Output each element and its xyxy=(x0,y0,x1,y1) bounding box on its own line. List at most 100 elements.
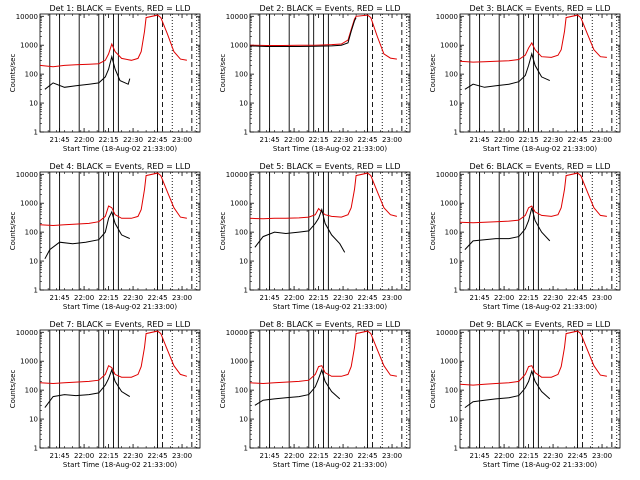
lld-series-line xyxy=(460,172,607,224)
x-tick-label: 22:45 xyxy=(567,136,587,144)
y-tick-label: 100 xyxy=(235,71,248,79)
y-tick-label: 10000 xyxy=(16,329,38,337)
y-tick-label: 10 xyxy=(449,416,458,424)
lld-series-line xyxy=(460,330,607,386)
plot-frame xyxy=(459,329,621,449)
y-tick-label: 10000 xyxy=(226,171,248,179)
panel-det-8: Det 8: BLACK = Events, RED = LLD 1 10 100 10… xyxy=(219,320,411,469)
y-tick-label: 1000 xyxy=(20,358,38,366)
y-tick-label: 10 xyxy=(29,258,38,266)
panel-det-1: Det 1: BLACK = Events, RED = LLD 1 10 100 10… xyxy=(9,4,201,153)
x-tick-label: 22:15 xyxy=(308,294,328,302)
panel-det-5: Det 5: BLACK = Events, RED = LLD 1 10 100 10… xyxy=(219,162,411,311)
y-tick-label: 1 xyxy=(34,287,38,295)
y-tick-label: 10000 xyxy=(16,13,38,21)
panel-title: Det 6: BLACK = Events, RED = LLD xyxy=(470,162,611,171)
y-tick-label: 1000 xyxy=(230,42,248,50)
y-tick-label: 1 xyxy=(244,129,248,137)
y-tick-label: 1000 xyxy=(440,200,458,208)
x-tick-label: 22:45 xyxy=(357,136,377,144)
panel-title: Det 3: BLACK = Events, RED = LLD xyxy=(470,4,611,13)
panel-title: Det 9: BLACK = Events, RED = LLD xyxy=(470,320,611,329)
y-tick-label: 10 xyxy=(239,258,248,266)
y-axis-label: Counts/sec xyxy=(9,370,17,409)
x-tick-label: 22:00 xyxy=(74,294,94,302)
y-tick-label: 1 xyxy=(34,445,38,453)
x-tick-label: 22:15 xyxy=(98,294,118,302)
x-tick-label: 23:00 xyxy=(172,136,192,144)
x-axis-label: Start Time (18-Aug-02 21:33:00) xyxy=(63,461,177,469)
events-series-line xyxy=(254,368,341,406)
y-tick-label: 1000 xyxy=(440,42,458,50)
y-tick-label: 100 xyxy=(25,71,38,79)
events-series-line xyxy=(250,17,357,47)
x-axis-label: Start Time (18-Aug-02 21:33:00) xyxy=(63,145,177,153)
y-tick-label: 1 xyxy=(244,445,248,453)
panel-det-7: Det 7: BLACK = Events, RED = LLD 1 10 100 10… xyxy=(9,320,201,469)
x-tick-label: 21:45 xyxy=(49,136,69,144)
plot-frame xyxy=(39,329,201,449)
x-tick-label: 22:15 xyxy=(518,452,538,460)
y-tick-label: 10000 xyxy=(436,329,458,337)
x-tick-label: 22:30 xyxy=(543,136,563,144)
plot-frame xyxy=(39,13,201,133)
x-tick-label: 21:45 xyxy=(259,294,279,302)
y-tick-label: 1 xyxy=(454,129,458,137)
y-tick-label: 100 xyxy=(235,229,248,237)
panel-det-3: Det 3: BLACK = Events, RED = LLD 1 10 100 10… xyxy=(429,4,621,153)
y-axis-label: Counts/sec xyxy=(9,212,17,251)
y-tick-label: 10 xyxy=(449,100,458,108)
y-axis-label: Counts/sec xyxy=(219,212,227,251)
x-tick-label: 23:00 xyxy=(382,294,402,302)
y-axis-label: Counts/sec xyxy=(9,54,17,93)
y-tick-label: 1000 xyxy=(440,358,458,366)
lld-series-line xyxy=(40,14,187,68)
panel-title: Det 2: BLACK = Events, RED = LLD xyxy=(260,4,401,13)
y-tick-label: 1000 xyxy=(230,358,248,366)
x-tick-label: 21:45 xyxy=(469,452,489,460)
y-tick-label: 100 xyxy=(25,387,38,395)
y-tick-label: 10000 xyxy=(436,171,458,179)
y-tick-label: 1 xyxy=(34,129,38,137)
events-series-line xyxy=(464,52,551,90)
x-tick-label: 23:00 xyxy=(172,452,192,460)
lld-series-line xyxy=(460,14,607,63)
x-tick-label: 22:30 xyxy=(123,452,143,460)
x-axis-label: Start Time (18-Aug-02 21:33:00) xyxy=(63,303,177,311)
panel-title: Det 5: BLACK = Events, RED = LLD xyxy=(260,162,401,171)
lld-series-line xyxy=(250,330,397,385)
x-tick-label: 22:15 xyxy=(308,452,328,460)
y-tick-label: 10000 xyxy=(226,329,248,337)
plot-frame xyxy=(249,13,411,133)
panel-title: Det 1: BLACK = Events, RED = LLD xyxy=(50,4,191,13)
x-tick-label: 22:45 xyxy=(147,452,167,460)
x-tick-label: 21:45 xyxy=(469,136,489,144)
x-tick-label: 23:00 xyxy=(592,294,612,302)
x-axis-label: Start Time (18-Aug-02 21:33:00) xyxy=(273,461,387,469)
y-tick-label: 10 xyxy=(239,416,248,424)
y-tick-label: 10 xyxy=(449,258,458,266)
panel-det-6: Det 6: BLACK = Events, RED = LLD 1 10 100 10… xyxy=(429,162,621,311)
x-tick-label: 22:15 xyxy=(518,294,538,302)
x-axis-label: Start Time (18-Aug-02 21:33:00) xyxy=(273,303,387,311)
events-series-line xyxy=(254,207,346,253)
x-tick-label: 22:00 xyxy=(494,294,514,302)
events-series-line xyxy=(464,207,551,250)
y-tick-label: 100 xyxy=(445,229,458,237)
x-axis-label: Start Time (18-Aug-02 21:33:00) xyxy=(483,145,597,153)
y-tick-label: 10 xyxy=(29,416,38,424)
y-tick-label: 10000 xyxy=(16,171,38,179)
events-series-line xyxy=(44,368,131,408)
x-tick-label: 22:15 xyxy=(98,136,118,144)
x-tick-label: 22:45 xyxy=(567,294,587,302)
x-axis-label: Start Time (18-Aug-02 21:33:00) xyxy=(483,461,597,469)
x-tick-label: 23:00 xyxy=(382,136,402,144)
x-tick-label: 22:30 xyxy=(333,294,353,302)
y-tick-label: 1 xyxy=(244,287,248,295)
lld-series-line xyxy=(40,330,188,385)
x-tick-label: 23:00 xyxy=(592,136,612,144)
x-tick-label: 23:00 xyxy=(172,294,192,302)
panel-det-4: Det 4: BLACK = Events, RED = LLD 1 10 100 10… xyxy=(9,162,201,311)
x-tick-label: 21:45 xyxy=(49,452,69,460)
y-axis-label: Counts/sec xyxy=(429,370,437,409)
